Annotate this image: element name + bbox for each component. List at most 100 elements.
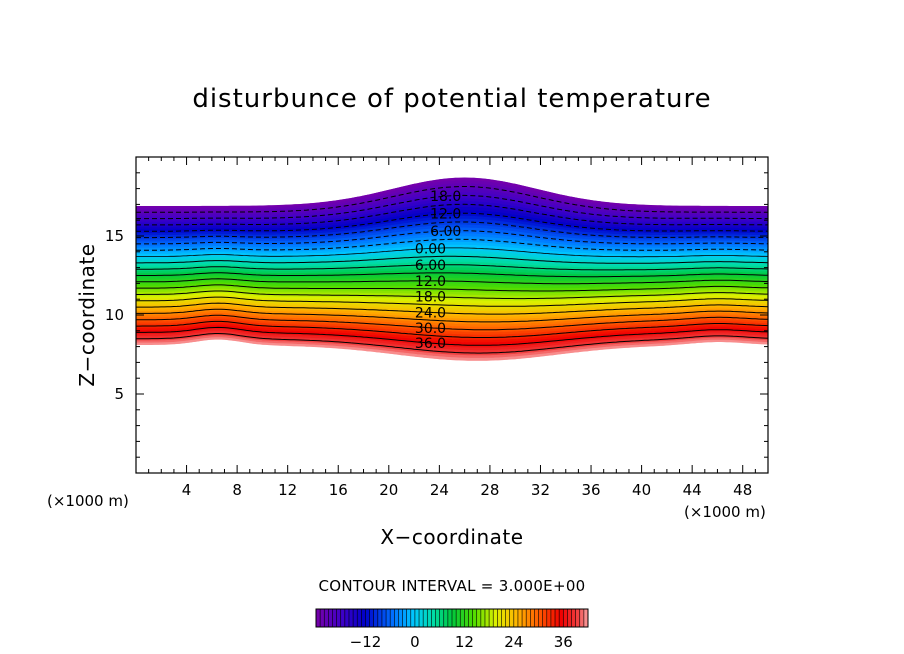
contour-label: 18.0 — [415, 290, 446, 306]
colorbar-cell — [460, 609, 465, 627]
colorbar-cell — [348, 609, 354, 627]
colorbar-cell — [361, 609, 366, 627]
colorbar-cell — [567, 609, 573, 627]
colorbar-cell — [353, 609, 358, 627]
contour-line — [136, 212, 768, 232]
contour-line — [136, 296, 768, 307]
colorbar-cell — [513, 609, 519, 627]
colorbar-cell — [472, 609, 478, 627]
colorbar-cell — [505, 609, 511, 627]
colorbar-cell — [526, 609, 531, 627]
colorbar-cell — [583, 609, 589, 627]
colorbar-cell — [538, 609, 544, 627]
contour-label: 12.0 — [430, 207, 461, 223]
colorbar-cell — [344, 609, 350, 627]
x-tick-label: 16 — [329, 481, 348, 499]
colorbar-cell — [340, 609, 346, 627]
colorbar-cell — [419, 609, 424, 627]
colorbar-cell — [509, 609, 515, 627]
colorbar-cell — [443, 609, 449, 627]
colorbar-tick-label: 24 — [504, 633, 523, 651]
colorbar-tick-label: 36 — [554, 633, 573, 651]
contour-line — [136, 284, 768, 292]
x-tick-label: 4 — [182, 481, 192, 499]
colorbar-cell — [373, 609, 379, 627]
contour-line — [136, 247, 768, 258]
contour-label: 18.0 — [430, 189, 461, 205]
colorbar-cell — [427, 609, 432, 627]
colorbar-cell — [365, 609, 371, 627]
colorbar-cell — [571, 609, 577, 627]
y-tick-label: 5 — [114, 385, 124, 403]
colorbar-cell — [579, 609, 585, 627]
colorbar-cell — [316, 609, 321, 627]
x-tick-label: 32 — [531, 481, 550, 499]
y-unit-label: (×1000 m) — [47, 492, 129, 510]
y-axis-label: Z−coordinate — [75, 243, 99, 387]
colorbar-cell — [575, 609, 581, 627]
contour-line — [136, 278, 768, 285]
colorbar-cell — [381, 609, 387, 627]
contour-label: 0.00 — [415, 241, 446, 257]
colorbar-tick-label: 0 — [410, 633, 420, 651]
colorbar-cell — [320, 609, 325, 627]
colorbar-cell — [542, 609, 548, 627]
contour-label: 6.00 — [430, 224, 461, 240]
y-tick-label: 15 — [105, 227, 124, 245]
colorbar-cell — [377, 609, 383, 627]
contour-label: 24.0 — [415, 305, 446, 321]
colorbar-tick-label: −12 — [350, 633, 382, 651]
x-tick-label: 28 — [480, 481, 499, 499]
contour-line — [136, 230, 768, 245]
x-tick-label: 44 — [683, 481, 702, 499]
colorbar-cell — [390, 609, 395, 627]
x-tick-label: 36 — [581, 481, 600, 499]
colorbar-cell — [332, 609, 338, 627]
colorbar-cell — [406, 609, 412, 627]
colorbar-cell — [480, 609, 486, 627]
colorbar-cell — [414, 609, 420, 627]
colorbar-cell — [546, 609, 552, 627]
colorbar-cell — [452, 609, 457, 627]
contour-line — [136, 326, 768, 346]
colorbar-cell — [489, 609, 494, 627]
contour-label: 6.00 — [415, 258, 446, 274]
colorbar-cell — [530, 609, 535, 627]
colorbar-cell — [501, 609, 507, 627]
y-tick-label: 10 — [105, 306, 124, 324]
colorbar-tick-label: 12 — [455, 633, 474, 651]
colorbar-cell — [550, 609, 556, 627]
colorbar-cell — [439, 609, 445, 627]
colorbar-cell — [328, 609, 333, 627]
colorbar-cell — [464, 609, 469, 627]
x-tick-label: 8 — [232, 481, 242, 499]
colorbar-cell — [369, 609, 375, 627]
colorbar-cell — [493, 609, 498, 627]
colorbar-cell — [522, 609, 527, 627]
contour-label: 36.0 — [415, 336, 446, 352]
contour-line — [136, 194, 768, 220]
contour-interval: CONTOUR INTERVAL = 3.000E+00 — [318, 577, 586, 595]
contour-line — [136, 221, 768, 239]
colorbar-cell — [447, 609, 453, 627]
x-axis-label: X−coordinate — [380, 525, 524, 549]
contour-label: 12.0 — [415, 274, 446, 290]
x-unit-label: (×1000 m) — [684, 503, 766, 521]
x-tick-label: 24 — [430, 481, 449, 499]
x-tick-label: 20 — [379, 481, 398, 499]
chart-title: disturbunce of potential temperature — [192, 84, 712, 114]
contour-line — [136, 238, 768, 251]
colorbar-cell — [517, 609, 523, 627]
colorbar-cell — [559, 609, 564, 627]
contour-line — [136, 333, 768, 354]
colorbar-cell — [394, 609, 399, 627]
colorbar-cell — [402, 609, 408, 627]
colorbar-cell — [410, 609, 416, 627]
colorbar-cell — [423, 609, 428, 627]
contour-line — [136, 203, 768, 226]
colorbar-cell — [563, 609, 568, 627]
contour-line — [136, 308, 768, 323]
x-tick-label: 40 — [632, 481, 651, 499]
colorbar-frame — [315, 608, 589, 628]
colorbar-cell — [534, 609, 540, 627]
